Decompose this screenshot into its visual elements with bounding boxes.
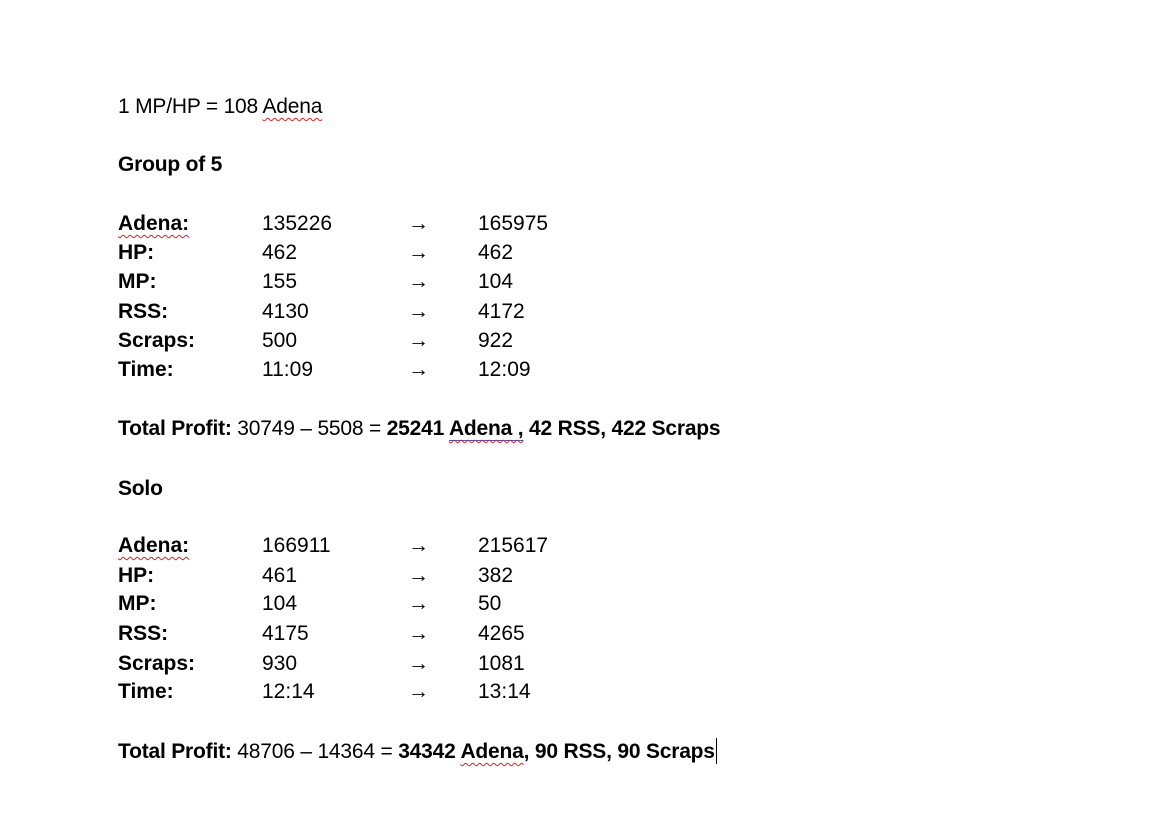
row-from-value: 104 [262, 592, 298, 615]
table-row: HP: 462 → 462 [0, 239, 1166, 267]
row-label: Adena: [118, 212, 190, 235]
rate-prefix: 1 MP/HP = 108 [118, 95, 263, 118]
total-rest: 42 RSS, 422 Scraps [523, 417, 721, 440]
row-label: Time: [118, 680, 174, 703]
table-row: Time: 11:09 → 12:09 [0, 356, 1166, 384]
right-arrow-icon: → [408, 680, 429, 703]
row-from-value: 500 [262, 329, 298, 352]
rate-line: 1 MP/HP = 108 Adena [118, 94, 322, 120]
total-adena-word: Adena [460, 740, 524, 763]
row-to-value: 165975 [478, 212, 549, 235]
table-row: HP: 461 → 382 [0, 562, 1166, 590]
row-from-value: 930 [262, 652, 298, 675]
row-to-value: 4265 [478, 622, 525, 645]
row-to-value: 4172 [478, 300, 525, 323]
total-rest: , 90 RSS, 90 Scraps [523, 740, 715, 763]
table-row: Adena: 166911 → 215617 [0, 532, 1166, 560]
table-row: Adena: 135226 → 165975 [0, 210, 1166, 238]
total-adena-value: 34342 [398, 740, 461, 763]
row-label: Time: [118, 358, 174, 381]
right-arrow-icon: → [408, 300, 429, 323]
right-arrow-icon: → [408, 241, 429, 264]
row-to-value: 382 [478, 564, 514, 587]
row-from-value: 4130 [262, 300, 309, 323]
row-from-value: 4175 [262, 622, 309, 645]
total-profit-group: Total Profit: 30749 – 5508 = 25241 Adena… [118, 416, 721, 442]
section-title-solo: Solo [118, 477, 163, 500]
right-arrow-icon: → [408, 622, 429, 645]
table-row: MP: 104 → 50 [0, 590, 1166, 618]
row-from-value: 135226 [262, 212, 333, 235]
row-to-value: 922 [478, 329, 514, 352]
right-arrow-icon: → [408, 652, 429, 675]
row-from-value: 12:14 [262, 680, 315, 703]
row-label: Scraps: [118, 652, 196, 675]
right-arrow-icon: → [408, 564, 429, 587]
table-row: Time: 12:14 → 13:14 [0, 678, 1166, 706]
row-from-value: 166911 [262, 534, 331, 557]
row-label: HP: [118, 564, 155, 587]
total-expression: 30749 – 5508 = [231, 417, 387, 440]
right-arrow-icon: → [408, 358, 429, 381]
row-label: Adena: [118, 534, 190, 557]
row-from-value: 11:09 [262, 358, 313, 381]
row-to-value: 104 [478, 270, 514, 293]
total-expression: 48706 – 14364 = [231, 740, 399, 763]
row-to-value: 462 [478, 241, 514, 264]
row-label: MP: [118, 592, 157, 615]
total-adena-value: 25241 [386, 417, 449, 440]
row-to-value: 12:09 [478, 358, 531, 381]
table-row: RSS: 4130 → 4172 [0, 298, 1166, 326]
row-label: Scraps: [118, 329, 196, 352]
total-label: Total Profit: [118, 417, 232, 440]
right-arrow-icon: → [408, 212, 429, 235]
table-row: Scraps: 930 → 1081 [0, 650, 1166, 678]
row-from-value: 155 [262, 270, 298, 293]
table-row: MP: 155 → 104 [0, 268, 1166, 296]
row-from-value: 461 [262, 564, 298, 587]
right-arrow-icon: → [408, 270, 429, 293]
row-to-value: 13:14 [478, 680, 531, 703]
rate-word: Adena [262, 95, 323, 118]
row-label: MP: [118, 270, 157, 293]
total-profit-solo: Total Profit: 48706 – 14364 = 34342 Aden… [118, 738, 718, 765]
row-to-value: 215617 [478, 534, 549, 557]
right-arrow-icon: → [408, 534, 429, 557]
text-cursor [715, 738, 718, 764]
table-row: RSS: 4175 → 4265 [0, 620, 1166, 648]
row-label: RSS: [118, 300, 169, 323]
row-to-value: 1081 [478, 652, 525, 675]
section-title-group: Group of 5 [118, 153, 223, 176]
row-label: RSS: [118, 622, 169, 645]
table-row: Scraps: 500 → 922 [0, 327, 1166, 355]
total-label: Total Profit: [118, 740, 232, 763]
total-adena-word: Adena , [448, 417, 524, 441]
row-from-value: 462 [262, 241, 298, 264]
row-to-value: 50 [478, 592, 502, 615]
right-arrow-icon: → [408, 592, 429, 615]
right-arrow-icon: → [408, 329, 429, 352]
row-label: HP: [118, 241, 155, 264]
